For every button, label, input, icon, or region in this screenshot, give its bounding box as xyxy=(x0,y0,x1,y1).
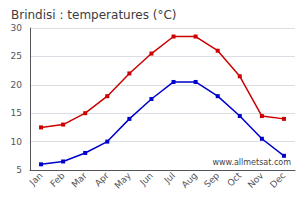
svg-text:Aug: Aug xyxy=(180,170,199,189)
svg-text:15: 15 xyxy=(11,108,22,118)
svg-text:30: 30 xyxy=(11,23,23,33)
svg-text:20: 20 xyxy=(11,80,23,90)
svg-text:Mar: Mar xyxy=(70,170,89,189)
svg-text:5: 5 xyxy=(16,165,22,175)
svg-text:Jun: Jun xyxy=(137,170,155,188)
svg-text:Oct: Oct xyxy=(225,170,243,188)
svg-text:Jan: Jan xyxy=(27,170,45,188)
svg-text:Sep: Sep xyxy=(202,170,221,189)
svg-text:Jul: Jul xyxy=(162,170,177,185)
svg-text:Brindisi : temperatures (°C): Brindisi : temperatures (°C) xyxy=(11,8,177,22)
svg-text:Feb: Feb xyxy=(48,170,67,189)
svg-text:Apr: Apr xyxy=(93,170,111,188)
svg-text:10: 10 xyxy=(11,137,23,147)
svg-text:Nov: Nov xyxy=(246,170,266,190)
svg-text:Dec: Dec xyxy=(268,170,287,189)
svg-text:www.allmetsat.com: www.allmetsat.com xyxy=(213,158,292,167)
svg-text:25: 25 xyxy=(11,51,22,61)
svg-text:May: May xyxy=(113,170,134,191)
